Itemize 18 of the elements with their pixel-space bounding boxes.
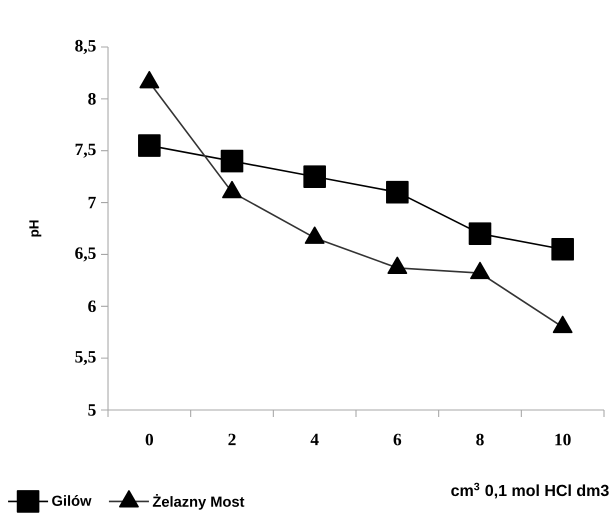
x-axis-title: cm$^{3}$ 0,1 mol HCl dm3 <box>451 482 609 499</box>
y-tick-label: 8,5 <box>75 40 96 54</box>
y-tick-label: 6 <box>88 300 96 312</box>
x-tick-label: 6 <box>394 434 402 446</box>
y-tick-label: 7,5 <box>76 144 96 158</box>
y-tick-label: 6,5 <box>75 248 96 262</box>
y-tick-label: 7 <box>88 197 96 208</box>
x-tick-label: 4 <box>310 434 319 446</box>
y-tick-label: 5,5 <box>75 351 96 366</box>
y-axis-title: pH <box>29 220 42 237</box>
y-tick-label: 5 <box>88 404 96 416</box>
x-tick-label: 2 <box>228 434 236 446</box>
x-tick-label: 0 <box>146 434 154 446</box>
legend-label: Gilów <box>52 495 92 506</box>
x-tick-label: 10 <box>555 434 571 446</box>
legend-label: Żelazny Most <box>152 494 244 510</box>
y-tick-label: 8 <box>88 93 96 105</box>
x-tick-label: 8 <box>476 434 484 446</box>
